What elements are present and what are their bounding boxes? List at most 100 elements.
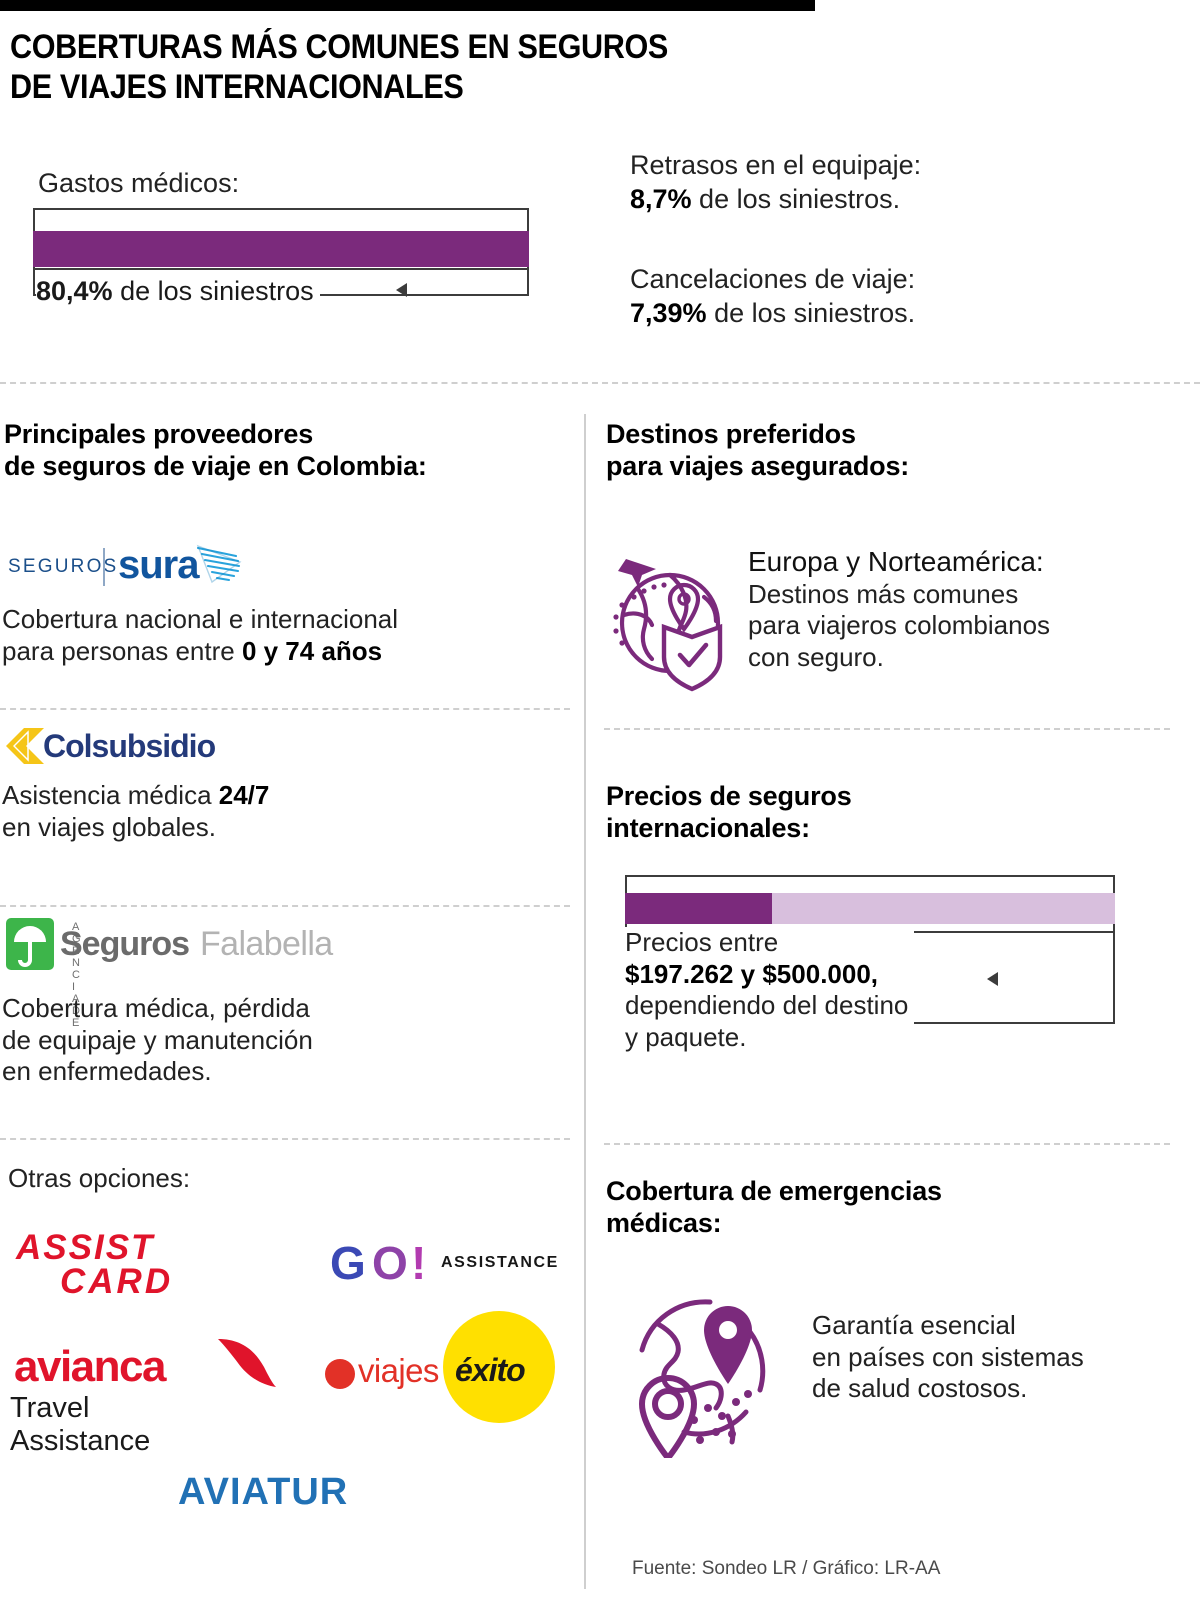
falabella-seguros-text: Seguros [60,925,190,963]
viajes-globe-icon [325,1359,355,1389]
price-callout-arrow-icon [987,972,998,986]
sura-wing-icon [196,544,242,584]
colsubsidio-mark-icon [6,728,44,764]
colsubsidio-desc-plain: Asistencia médica [2,780,219,810]
prices-bar-chart [625,875,1115,1024]
left-heading-line-2: de seguros de viaje en Colombia: [4,451,427,482]
cancellation-suffix: de los siniestros. [706,298,916,329]
cancellation-label: Cancelaciones de viaje: [630,264,916,294]
assist-card-line-2: CARD [60,1262,174,1301]
destinations-heading: Destinos preferidos para viajes asegurad… [606,418,1176,483]
sura-desc-plain: para personas entre [2,635,242,666]
other-options-label: Otras opciones: [8,1163,191,1193]
cancellation-value-row: 7,39% de los siniestros. [630,296,915,330]
baggage-delay-suffix: de los siniestros. [691,184,901,215]
page-title-line-1: COBERTURAS MÁS COMUNES EN SEGUROS [10,28,668,66]
top-black-bar [0,0,815,11]
emergency-text-block: Garantía esencial en países con sistemas… [812,1310,1182,1405]
column-divider [584,414,586,1589]
sura-desc-line-2: para personas entre 0 y 74 años [2,636,567,668]
exito-text: éxito [455,1352,526,1388]
falabella-desc-line-1: Cobertura médica, pérdida [2,993,310,1023]
prices-heading-line-2: internacionales: [606,813,810,844]
prices-text-line-1: Precios entre [625,927,779,957]
colsubsidio-desc-line-1: Asistencia médica 24/7 [2,780,567,812]
sura-description: Cobertura nacional e internacional para … [2,604,567,667]
divider-left-1 [0,708,570,710]
divider-left-2 [0,905,570,907]
sura-desc-bold: 0 y 74 años [241,635,383,666]
aviatur-logo: AVIATUR [178,1471,349,1513]
destinations-desc-line-1: Destinos más comunes [748,578,1019,609]
callout-arrow-icon [396,283,407,297]
falabella-agencia-text: A G E N C I A D E [72,921,85,1029]
cancellation-percent: 7,39% [630,298,707,329]
prices-heading-line-1: Precios de seguros [606,781,852,811]
page-title-line-2: DE VIAJES INTERNACIONALES [10,67,464,106]
sura-desc-line-1: Cobertura nacional e internacional [2,604,399,634]
prices-heading: Precios de seguros internacionales: [606,780,1176,845]
umbrella-icon [14,926,46,967]
falabella-desc-line-3: en enfermedades. [2,1056,212,1087]
globe-pin-icon [638,1299,766,1458]
avianca-sub-text: Travel Assistance [10,1392,151,1457]
divider-right-1 [604,728,1170,730]
go-letter-o: O [372,1237,408,1289]
bar-fill-medical [33,231,529,267]
falabella-description: Cobertura médica, pérdida de equipaje y … [2,993,567,1088]
emergency-desc-line-3: de salud costosos. [812,1373,1028,1404]
assist-card-line-1: ASSIST [16,1228,155,1267]
avianca-condor-icon [218,1339,276,1387]
destinations-desc-line-3: con seguro. [748,642,884,673]
baggage-delay-stat: Retrasos en el equipaje: 8,7% de los sin… [630,148,921,216]
avianca-brand-text: avianca [14,1342,166,1391]
emergency-heading-line-1: Cobertura de emergencias [606,1176,942,1206]
prices-text-line-4: y paquete. [625,1022,747,1053]
prices-text-line-3: dependiendo del destino [625,990,909,1021]
go-letter-g: G [330,1237,366,1289]
destinations-desc-line-2: para viajeros colombianos [748,610,1051,641]
go-assistance-word: ASSISTANCE [441,1254,559,1271]
destinations-text-block: Europa y Norteamérica: Destinos más comu… [748,545,1188,674]
medical-expenses-suffix: de los siniestros [112,276,314,306]
viajes-text: viajes [358,1352,439,1389]
page-title: COBERTURAS MÁS COMUNES EN SEGUROS DE VIA… [10,28,820,108]
sura-divider [103,548,105,586]
left-column-heading: Principales proveedores de seguros de vi… [4,418,579,483]
medical-expenses-percent: 80,4% [36,276,113,306]
sura-prefix-text: SEGUROS [8,556,119,577]
colsubsidio-description: Asistencia médica 24/7 en viajes globale… [2,780,567,843]
medical-expenses-bar-chart [33,208,529,296]
left-heading-line-1: Principales proveedores [4,419,314,449]
emergency-desc-line-1: Garantía esencial [812,1310,1016,1340]
baggage-delay-percent: 8,7% [630,184,692,215]
baggage-delay-label: Retrasos en el equipaje: [630,150,922,180]
colsubsidio-brand-text: Colsubsidio [43,728,216,764]
colsubsidio-desc-bold: 24/7 [218,780,270,810]
divider-left-3 [0,1138,570,1140]
price-bar-dark-fill [625,893,772,924]
cancellation-stat: Cancelaciones de viaje: 7,39% de los sin… [630,262,915,330]
globe-plane-shield-icon [613,559,723,692]
prices-range-bold: $197.262 y $500.000, [625,958,879,989]
destinations-title: Europa y Norteamérica: [748,546,1044,577]
divider-right-2 [604,1143,1170,1145]
prices-text-block: Precios entre $197.262 y $500.000, depen… [625,927,915,1054]
falabella-umbrella-badge-icon [6,918,54,970]
medical-expenses-value: 80,4% de los siniestros [36,276,320,307]
source-footer: Fuente: Sondeo LR / Gráfico: LR-AA [632,1558,941,1579]
falabella-desc-line-2: de equipaje y manutención [2,1024,313,1055]
colsubsidio-desc-line-2: en viajes globales. [2,811,216,842]
emergency-heading-line-2: médicas: [606,1208,722,1239]
falabella-brand-text: Falabella [200,925,333,963]
medical-expenses-label: Gastos médicos: [38,168,240,198]
destinations-heading-line-2: para viajes asegurados: [606,451,910,482]
destinations-heading-line-1: Destinos preferidos [606,419,856,449]
baggage-delay-value-row: 8,7% de los siniestros. [630,182,921,216]
exito-yellow-circle [443,1311,555,1423]
go-exclamation: ! [411,1237,427,1289]
emergency-heading: Cobertura de emergencias médicas: [606,1175,1176,1240]
emergency-desc-line-2: en países con sistemas [812,1341,1084,1372]
section-divider-main [0,382,1200,384]
sura-brand-text: sura [118,543,199,587]
